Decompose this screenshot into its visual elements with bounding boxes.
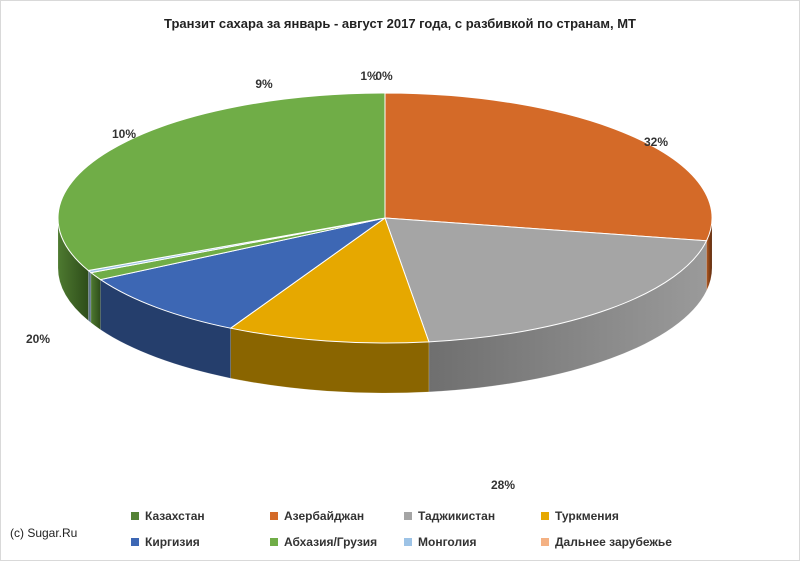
pie-slice — [229, 217, 430, 344]
pie-slice-side — [90, 272, 101, 331]
pie-slice-side — [88, 270, 92, 324]
pie-data-label: 28% — [491, 478, 515, 492]
pie-data-label: 20% — [26, 332, 50, 346]
pie-data-label: 32% — [644, 135, 668, 149]
pie-data-labels: 28% 20% 10% 9% 1%0% 32% — [26, 69, 668, 492]
pie-slice — [384, 92, 713, 242]
pie-slice — [57, 92, 386, 272]
pie-side-walls — [57, 217, 713, 394]
pie-data-label: 1% — [360, 69, 378, 83]
chart-title: Транзит сахара за январь - август 2017 г… — [164, 16, 636, 31]
copyright-text: (c) Sugar.Ru — [10, 526, 78, 540]
pie-data-label: 0% — [375, 69, 393, 83]
pie-data-label: 10% — [112, 127, 136, 141]
pie-top-faces — [57, 92, 713, 344]
pie-slice — [384, 217, 708, 343]
pie-slice — [99, 217, 386, 329]
pie-data-label: 9% — [255, 77, 273, 91]
